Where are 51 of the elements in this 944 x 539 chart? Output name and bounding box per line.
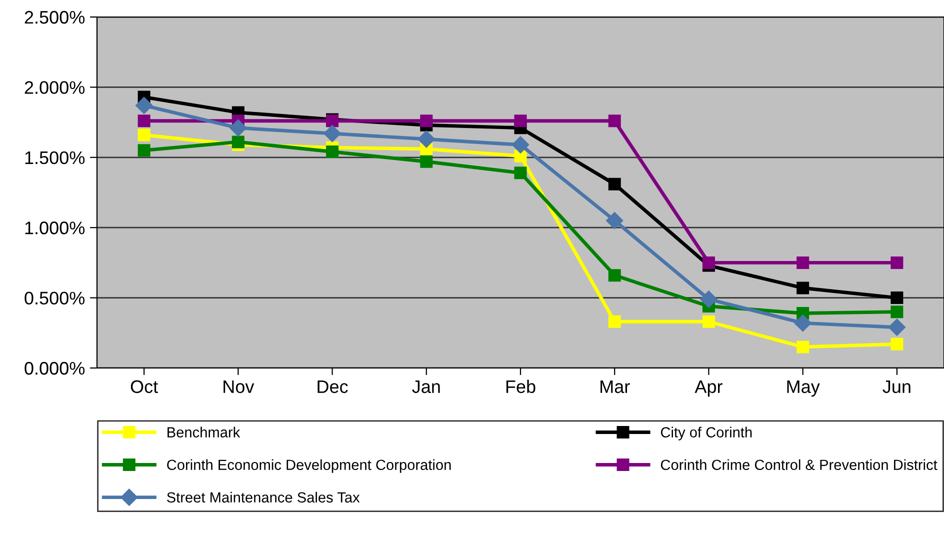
y-tick-label: 2.000%	[24, 81, 85, 94]
legend-label: Street Maintenance Sales Tax	[167, 492, 360, 503]
point	[418, 130, 435, 148]
y-tick-label: 0.000%	[24, 362, 85, 375]
x-tick-label: Oct	[130, 380, 158, 394]
point	[796, 340, 810, 354]
legend-label: City of Corinth	[660, 426, 752, 440]
y-tick-label: 1.000%	[25, 222, 85, 234]
point	[608, 269, 621, 282]
y-tick-label: 0.500%	[24, 292, 85, 305]
point	[138, 128, 150, 142]
point	[420, 114, 433, 128]
x-tick-label: Apr	[694, 380, 722, 397]
point	[326, 146, 339, 158]
x-tick-label: Dec	[318, 380, 348, 394]
point	[890, 306, 904, 318]
y-tick-label: 1.500%	[25, 151, 85, 164]
point	[138, 144, 150, 157]
point	[890, 292, 904, 304]
legend-label: Benchmark	[168, 426, 240, 438]
point	[232, 136, 244, 148]
point	[796, 256, 810, 269]
point	[420, 155, 433, 168]
point	[608, 114, 621, 128]
point	[794, 314, 812, 332]
point	[606, 212, 624, 230]
point	[608, 315, 621, 328]
point	[702, 256, 715, 269]
point	[608, 178, 621, 190]
legend-label: Corinth Economic Development Corporation	[167, 459, 451, 473]
point	[702, 315, 715, 328]
x-tick-label: May	[787, 380, 820, 397]
y-tick-label: 2.500%	[24, 10, 85, 24]
point	[514, 114, 527, 128]
x-tick-label: Mar	[600, 380, 630, 394]
x-tick-label: Nov	[224, 380, 254, 394]
point	[888, 318, 906, 336]
point	[890, 256, 904, 269]
point	[514, 166, 527, 180]
legend-label: Corinth Crime Control & Prevention District	[660, 459, 938, 470]
point	[324, 124, 341, 142]
point	[136, 96, 153, 114]
x-tick-label: Jan	[412, 380, 440, 394]
point	[796, 282, 810, 294]
point	[700, 290, 718, 308]
point	[512, 136, 530, 154]
x-tick-label: Jun	[882, 380, 910, 394]
point	[890, 338, 904, 350]
x-tick-label: Feb	[506, 380, 536, 394]
point	[138, 114, 150, 128]
point	[230, 119, 247, 136]
